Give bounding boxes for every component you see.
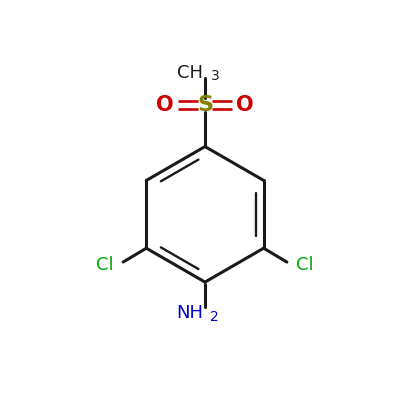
Text: Cl: Cl	[296, 256, 314, 274]
Text: O: O	[236, 95, 254, 115]
Text: 2: 2	[210, 310, 219, 324]
Text: CH: CH	[178, 64, 204, 82]
Text: 3: 3	[212, 69, 220, 83]
Text: NH: NH	[176, 304, 204, 322]
Text: S: S	[197, 95, 213, 115]
Text: O: O	[156, 95, 174, 115]
Text: Cl: Cl	[96, 256, 114, 274]
